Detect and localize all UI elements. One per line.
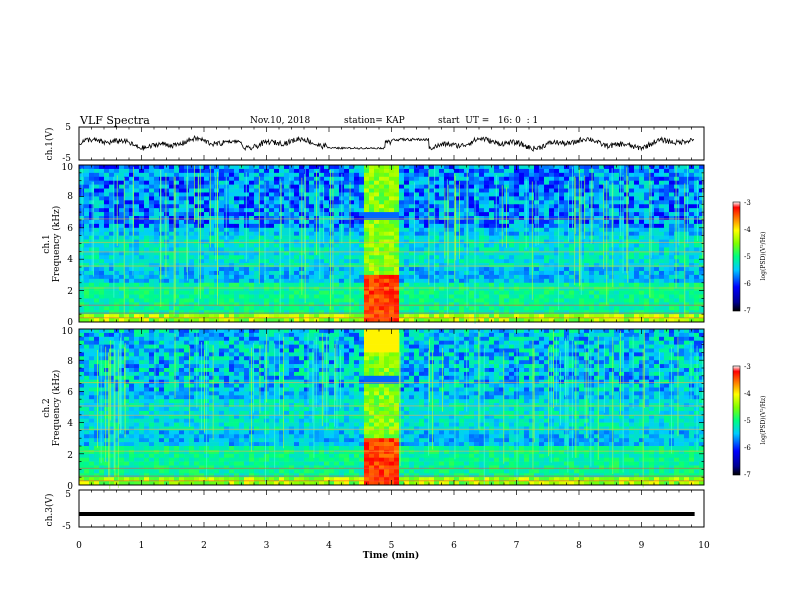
colorbar-tick: -5 xyxy=(744,253,751,261)
ch2-freq-tick: 2 xyxy=(67,451,73,461)
x-tick-label: 7 xyxy=(514,541,520,551)
ch2-freq-tick: 0 xyxy=(67,482,73,492)
ch1-wave-tick-bottom: -5 xyxy=(62,154,71,164)
ch1-label: ch.1 xyxy=(42,234,52,253)
ch1-freq-tick: 8 xyxy=(67,192,73,202)
ch1-spectrogram xyxy=(79,165,705,324)
ch1-waveform xyxy=(78,135,695,152)
ch1-freq-tick: 4 xyxy=(67,255,73,265)
ch1-freq-ylabel: Frequency (kHz) xyxy=(51,206,62,283)
colorbar-tick: -4 xyxy=(744,226,751,234)
ch3-wave-tick-top: 5 xyxy=(65,490,71,500)
chart-title: VLF Spectra xyxy=(80,114,150,127)
ch3-wave-tick-bottom: -5 xyxy=(62,522,71,532)
x-tick-label: 6 xyxy=(451,541,457,551)
x-tick-label: 10 xyxy=(698,541,710,551)
colorbar-tick: -6 xyxy=(744,444,751,452)
ch3-wave-ylabel: ch.3(V) xyxy=(44,494,55,527)
x-tick-label: 1 xyxy=(139,541,145,551)
ch2-freq-tick: 4 xyxy=(67,419,73,429)
ch1-colorbar: -3 -4 -5 -6 -7 log(PSD)(V²/Hz) xyxy=(732,199,767,315)
ch1-wave-tick-top: 5 xyxy=(65,123,71,133)
ch2-freq-tick: 6 xyxy=(67,388,73,398)
date-label: Nov.10, 2018 xyxy=(250,116,311,126)
x-tick-label: 0 xyxy=(76,541,82,551)
colorbar-label: log(PSD)(V²/Hz) xyxy=(760,396,767,445)
ch1-freq-tick: 6 xyxy=(67,224,73,234)
x-tick-label: 2 xyxy=(201,541,207,551)
ch1-freq-tick: 2 xyxy=(67,287,73,297)
ch1-freq-tick: 0 xyxy=(67,318,73,328)
colorbar-tick: -5 xyxy=(744,417,751,425)
ch2-freq-tick: 10 xyxy=(62,327,74,337)
colorbar-tick: -6 xyxy=(744,280,751,288)
ch1-freq-tick: 10 xyxy=(62,163,74,173)
x-tick-label: 9 xyxy=(639,541,645,551)
ch1-wave-ylabel: ch.1(V) xyxy=(44,128,55,161)
ch2-colorbar: -3 -4 -5 -6 -7 log(PSD)(V²/Hz) xyxy=(732,363,767,479)
x-axis-label: Time (min) xyxy=(363,550,420,561)
ch2-label: ch.2 xyxy=(42,398,52,417)
x-tick-label: 5 xyxy=(389,541,395,551)
ch2-freq-tick: 8 xyxy=(67,357,73,367)
colorbar-tick: -3 xyxy=(744,199,751,207)
x-tick-label: 8 xyxy=(576,541,582,551)
x-tick-label: 4 xyxy=(326,541,332,551)
x-tick-label: 3 xyxy=(264,541,270,551)
axis-ticks xyxy=(78,127,705,527)
ch2-freq-ylabel: Frequency (kHz) xyxy=(51,370,62,447)
colorbar-tick: -3 xyxy=(744,363,751,371)
station-label: station= KAP xyxy=(344,116,405,126)
colorbar-tick: -7 xyxy=(744,471,751,479)
ch2-spectrogram xyxy=(79,329,705,489)
colorbar-tick: -4 xyxy=(744,390,751,398)
colorbar-label: log(PSD)(V²/Hz) xyxy=(760,232,767,281)
colorbar-tick: -7 xyxy=(744,307,751,315)
start-time-label: start UT = 16: 0 : 1 xyxy=(438,116,539,126)
ch3-wave-panel xyxy=(79,490,704,527)
